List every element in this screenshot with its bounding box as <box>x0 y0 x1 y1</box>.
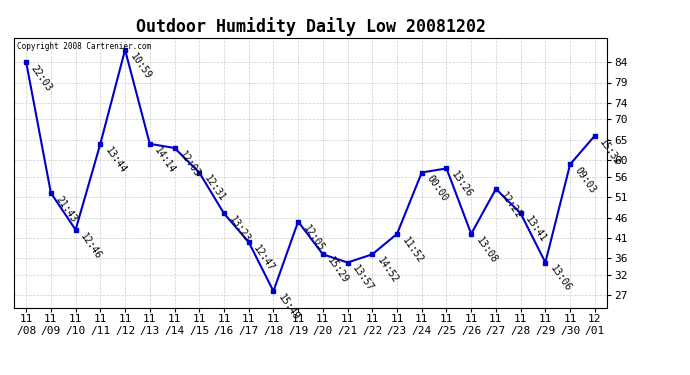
Text: 12:03: 12:03 <box>177 149 202 179</box>
Text: 13:06: 13:06 <box>548 264 573 294</box>
Text: 12:47: 12:47 <box>251 243 277 273</box>
Text: 12:46: 12:46 <box>79 231 103 261</box>
Text: 22:03: 22:03 <box>29 63 54 93</box>
Text: 13:23: 13:23 <box>227 215 252 244</box>
Text: 14:52: 14:52 <box>375 256 400 285</box>
Text: 13:57: 13:57 <box>351 264 375 294</box>
Text: 11:52: 11:52 <box>400 235 425 265</box>
Text: 12:31: 12:31 <box>202 174 227 204</box>
Text: 13:08: 13:08 <box>474 235 499 265</box>
Text: 21:43: 21:43 <box>54 194 79 224</box>
Text: 09:03: 09:03 <box>573 166 598 195</box>
Text: 12:05: 12:05 <box>301 223 326 253</box>
Text: 15:49: 15:49 <box>276 292 302 322</box>
Text: 12:21: 12:21 <box>499 190 524 220</box>
Text: 13:26: 13:26 <box>449 170 474 200</box>
Text: 10:59: 10:59 <box>128 51 153 81</box>
Text: 13:44: 13:44 <box>103 145 128 175</box>
Text: 13:41: 13:41 <box>524 215 549 244</box>
Title: Outdoor Humidity Daily Low 20081202: Outdoor Humidity Daily Low 20081202 <box>135 17 486 36</box>
Text: 14:14: 14:14 <box>152 145 177 175</box>
Text: 15:29: 15:29 <box>326 256 351 285</box>
Text: Copyright 2008 Cartrenier.com: Copyright 2008 Cartrenier.com <box>17 42 151 51</box>
Text: 00:00: 00:00 <box>424 174 450 204</box>
Text: 15:32: 15:32 <box>598 137 622 167</box>
